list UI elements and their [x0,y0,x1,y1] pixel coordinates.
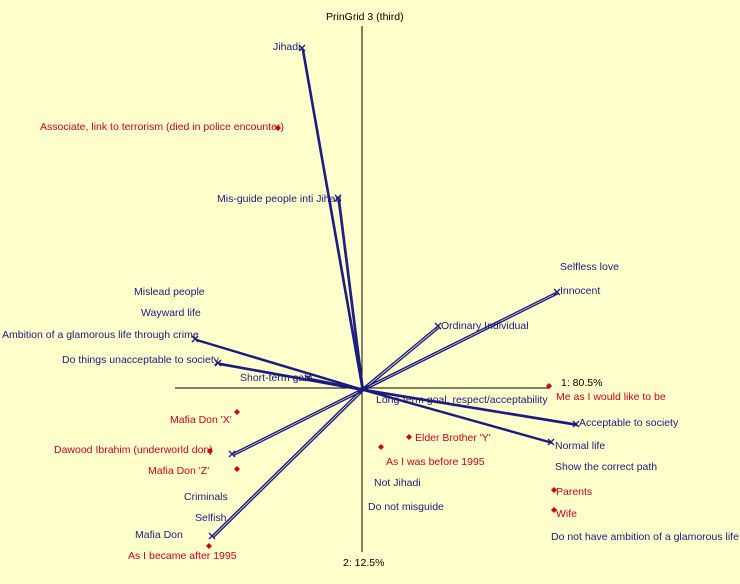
construct-label-ordinary-individual: Ordinary Individual [441,320,529,332]
element-diamond-marker [551,487,557,493]
point-markers [191,44,580,549]
construct-x-marker [572,420,580,428]
construct-x-marker [214,359,222,367]
element-label-parents: Parents [556,486,592,498]
construct-label-not-jihadi: Not Jihadi [374,477,421,489]
construct-vector [194,338,363,390]
vertical-axis-label: 2: 12.5% [343,557,384,569]
element-label-dawood-ibrahim-underworld-don: Dawood Ibrahim (underworld don) [54,444,213,456]
construct-vector [213,390,364,538]
construct-label-do-things-unacceptable-to-society: Do things unacceptable to society [62,354,220,366]
construct-x-marker [434,322,442,330]
element-diamond-marker [234,409,240,415]
construct-vector [337,197,363,390]
construct-vector [363,389,553,445]
construct-vector [363,326,440,392]
construct-x-marker [304,374,312,382]
element-label-mafia-don-x: Mafia Don 'X' [170,414,232,426]
element-label-elder-brother-y: Elder Brother 'Y' [415,432,491,444]
construct-label-selfish: Selfish [195,512,227,524]
element-diamond-marker [546,383,552,389]
construct-vectors [194,47,578,538]
construct-label-normal-life: Normal life [555,440,605,452]
element-label-associate-link-to-terrorism-died-in-police-encounter: Associate, link to terrorism (died in po… [40,121,284,133]
construct-label-selfless-love: Selfless love [560,261,619,273]
point-labels: Jihadi Mis-guide people inti Jihad Selfles… [2,41,739,562]
plot-title: PrinGrid 3 (third) [326,11,404,23]
element-diamond-marker [378,444,384,450]
construct-label-ambition-of-a-glamorous-life-through-crime: Ambition of a glamorous life through cri… [2,329,199,341]
construct-vector [302,49,365,391]
construct-vector [361,388,577,425]
construct-label-do-not-misguide: Do not misguide [368,501,444,513]
construct-label-mafia-don: Mafia Don [135,529,183,541]
construct-label-do-not-have-ambition-of-a-glamorous-life: Do not have ambition of a glamorous life [551,531,739,543]
construct-label-show-the-correct-path: Show the correct path [555,461,657,473]
element-diamond-marker [234,466,240,472]
construct-x-marker [547,438,555,446]
construct-vector [211,388,363,537]
construct-x-marker [228,450,236,458]
element-diamond-marker [275,125,281,131]
construct-vector [361,388,552,443]
element-label-me-as-i-would-like-to-be: Me as I would like to be [556,391,666,403]
element-label-wife: Wife [556,508,577,520]
construct-label-wayward-life: Wayward life [141,307,201,319]
construct-vector [361,291,558,390]
element-label-as-i-became-after-1995: As I became after 1995 [128,550,237,562]
construct-label-criminals: Criminals [184,491,228,503]
construct-vector [307,377,363,390]
element-diamond-marker [551,507,557,513]
construct-label-acceptable-to-society: Acceptable to society [579,417,679,429]
construct-label-jihadi: Jihadi [273,41,300,53]
construct-label-mis-guide-people-inti-jihad: Mis-guide people inti Jihad [217,193,341,205]
construct-label-short-term-gain: Short-term gain [240,372,313,384]
element-diamond-marker [406,434,412,440]
construct-label-long-term-goal-respect-acceptability: Long-term goal, respect/acceptability [376,394,548,406]
construct-x-marker [298,44,306,52]
construct-vector [301,47,363,390]
construct-x-marker [191,335,199,343]
construct-vector [363,292,559,392]
construct-x-marker [553,288,561,296]
construct-vector [196,339,364,392]
construct-vector [361,325,439,390]
construct-x-marker [208,532,216,540]
element-label-mafia-don-z: Mafia Don 'Z' [148,465,209,477]
construct-label-mislead-people: Mislead people [134,286,205,298]
element-diamond-marker [207,448,213,454]
horizontal-axis-label: 1: 80.5% [561,377,602,389]
construct-label-innocent: Innocent [560,285,600,297]
construct-vector [233,389,364,457]
element-label-as-i-was-before-1995: As I was before 1995 [386,456,485,468]
construct-x-marker [334,194,342,202]
construct-vector [231,388,363,455]
construct-vector [309,378,364,392]
construct-vector [338,199,365,391]
element-diamond-marker [206,543,212,549]
construct-vector [363,389,578,427]
